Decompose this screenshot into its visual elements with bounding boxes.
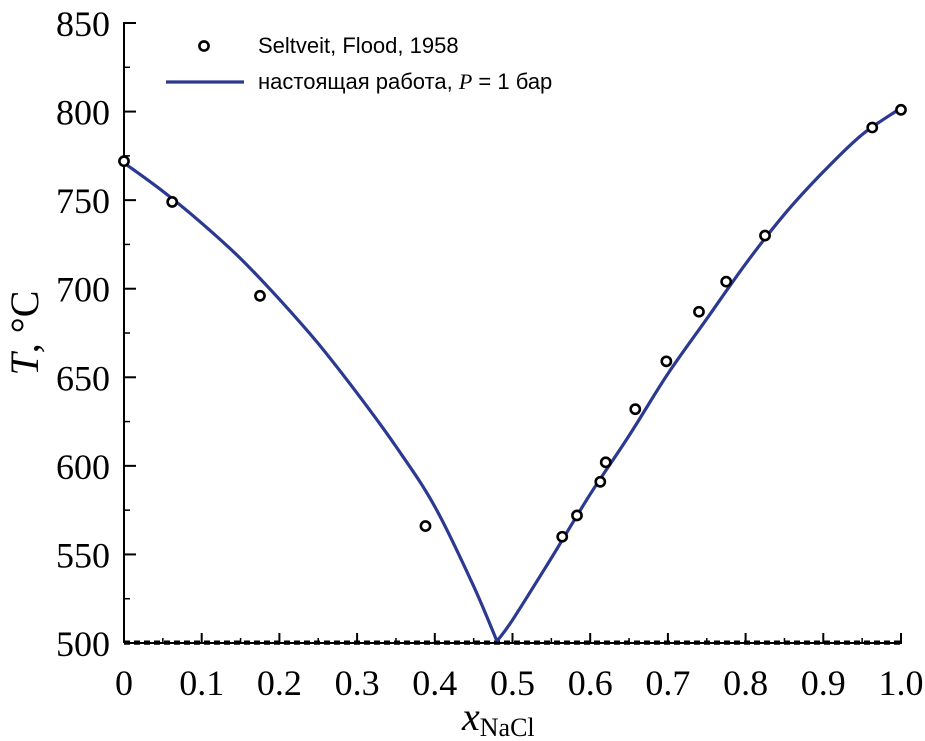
data-point [599, 456, 612, 469]
y-tick-label: 800 [56, 93, 110, 133]
series-line [123, 106, 902, 643]
data-point [720, 275, 733, 288]
y-tick-label: 500 [56, 624, 110, 664]
x-tick-label: 0.9 [801, 663, 846, 703]
x-tick-label: 0 [115, 663, 133, 703]
data-point [594, 475, 607, 488]
x-axis-title: xNaCl [461, 694, 535, 741]
y-tick-label: 650 [56, 358, 110, 398]
x-tick-label: 0.4 [412, 663, 457, 703]
x-tick-label: 0.2 [257, 663, 302, 703]
data-point [118, 155, 130, 168]
x-tick-label: 0.7 [645, 663, 690, 703]
series-points [118, 103, 907, 543]
data-point [166, 196, 179, 208]
y-tick-label: 600 [56, 447, 110, 487]
data-point [571, 509, 583, 522]
axes [123, 22, 902, 644]
x-tick-label: 0.6 [568, 663, 613, 703]
data-point [629, 403, 642, 416]
data-point [759, 229, 771, 242]
liquidus-curve-right [495, 106, 902, 643]
x-tick-label: 1.0 [879, 663, 924, 703]
data-point [556, 530, 569, 543]
ticks [123, 22, 902, 644]
y-tick-label: 550 [56, 535, 110, 575]
x-tick-label: 0.3 [335, 663, 380, 703]
data-point [660, 355, 673, 368]
x-tick-label: 0.1 [179, 663, 224, 703]
x-tick-label: 0.8 [723, 663, 768, 703]
y-tick-label: 750 [56, 181, 110, 221]
data-point [866, 121, 879, 134]
legend-marker-scatter [198, 40, 210, 52]
x-tick-label: 0.5 [490, 663, 535, 703]
data-point [895, 103, 907, 116]
y-axis-title: T, °C [2, 291, 47, 376]
liquidus-curve-left [123, 161, 499, 642]
data-point [693, 305, 705, 318]
legend-label-scatter: Seltveit, Flood, 1958 [258, 33, 459, 58]
legend-label-line: настоящая работа, P = 1 бар [258, 69, 552, 94]
y-tick-label: 700 [56, 270, 110, 310]
y-tick-label: 850 [56, 4, 110, 44]
data-point [254, 289, 266, 302]
axis-titles: xNaCl T, °C [2, 291, 535, 741]
legend: Seltveit, Flood, 1958 настоящая работа, P… [166, 33, 552, 94]
tick-labels: 0 0.1 0.2 0.3 0.4 0.5 0.6 0.7 0.8 0.9 1.0 500 550 600… [56, 4, 924, 703]
data-point [419, 520, 432, 532]
